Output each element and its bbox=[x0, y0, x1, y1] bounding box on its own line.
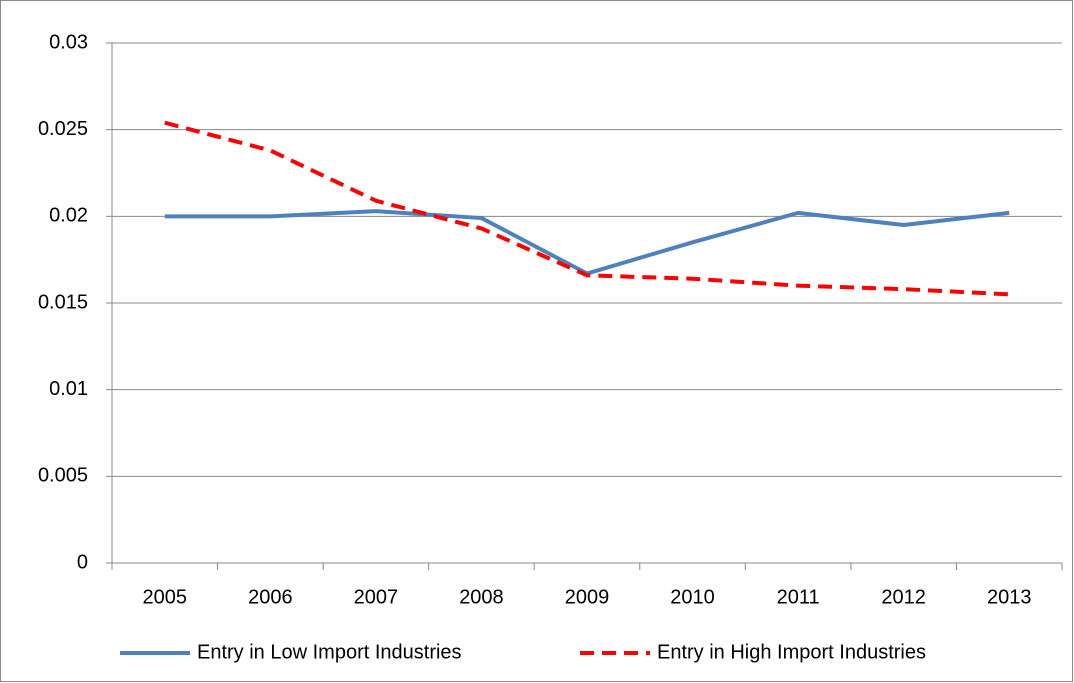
x-tick-label: 2005 bbox=[143, 586, 188, 608]
y-tick-label: 0.01 bbox=[49, 378, 88, 400]
y-tick-label: 0.015 bbox=[38, 291, 88, 313]
y-tick-label: 0 bbox=[77, 551, 88, 573]
x-tick-label: 2006 bbox=[248, 586, 293, 608]
x-tick-label: 2007 bbox=[354, 586, 399, 608]
x-tick-label: 2009 bbox=[565, 586, 610, 608]
series-line bbox=[164, 120, 1010, 297]
y-tick-label: 0.005 bbox=[38, 465, 88, 487]
x-tick-label: 2012 bbox=[881, 586, 926, 608]
y-tick-label: 0.02 bbox=[49, 205, 88, 227]
x-tick-label: 2013 bbox=[987, 586, 1032, 608]
y-tick-label: 0.03 bbox=[49, 31, 88, 53]
x-tick-label: 2008 bbox=[459, 586, 504, 608]
y-tick-label: 0.025 bbox=[38, 118, 88, 140]
x-tick-label: 2010 bbox=[670, 586, 715, 608]
x-tick-label: 2011 bbox=[777, 586, 820, 608]
legend-label: Entry in Low Import Industries bbox=[197, 641, 462, 663]
legend-label: Entry in High Import Industries bbox=[657, 641, 926, 663]
